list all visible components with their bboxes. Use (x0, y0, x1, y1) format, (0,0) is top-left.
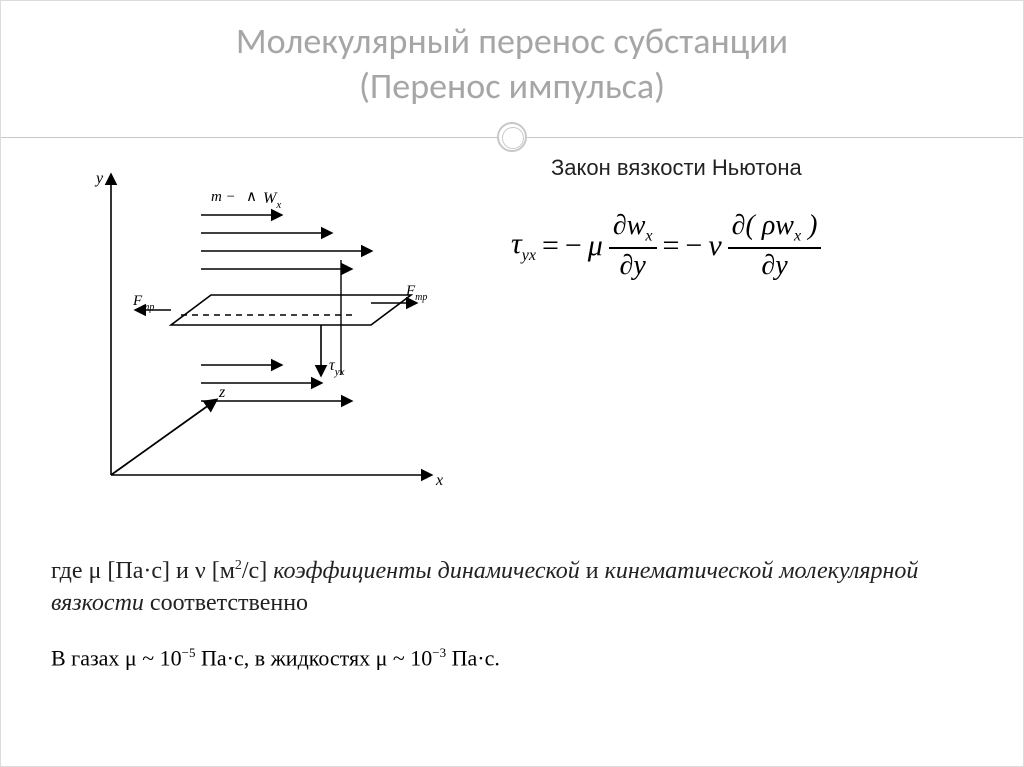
title-line-2: (Перенос импульса) (1, 64, 1023, 109)
title-line-1: Молекулярный перенос субстанции (1, 19, 1023, 64)
f-left-label: Fтр (132, 293, 154, 313)
minus-2: − (685, 229, 702, 263)
content-area: x y z m − ∧ Wx Fтр Fтр τyx Закон вязкост… (1, 155, 1023, 755)
axis-z-label: z (218, 384, 226, 401)
wedge-label: ∧ (246, 189, 257, 205)
newton-law-title: Закон вязкости Ньютона (551, 155, 981, 181)
shear-diagram: x y z m − ∧ Wx Fтр Fтр τyx (71, 165, 451, 505)
minus-1: − (565, 229, 582, 263)
equation-block: Закон вязкости Ньютона τyx = − μ ∂wx ∂y … (511, 155, 981, 280)
divider-circle (497, 122, 527, 152)
slide-title: Молекулярный перенос субстанции (Перенос… (1, 1, 1023, 119)
newton-equation: τyx = − μ ∂wx ∂y = − ν ∂( ρwx ) ∂y (511, 211, 981, 280)
nu-symbol: ν (708, 229, 721, 263)
axis-x-label: x (435, 472, 443, 489)
title-divider (1, 119, 1023, 155)
divider-circle-inner (502, 127, 524, 149)
tau-label: τyx (329, 357, 345, 378)
fraction-1: ∂wx ∂y (609, 211, 657, 280)
mu-symbol: μ (588, 229, 603, 263)
gas-liquid-line: В газах μ ~ 10−5 Па·с, в жидкостях μ ~ 1… (51, 645, 971, 671)
fraction-2: ∂( ρwx ) ∂y (728, 211, 822, 280)
m-label: m − (211, 189, 236, 205)
caption-text: где μ [Па·с] и ν [м2/с] коэффициенты дин… (51, 555, 971, 620)
equals-1: = (542, 229, 559, 263)
f-right-label: Fтр (405, 283, 427, 303)
axis-y-label: y (94, 170, 104, 187)
equals-2: = (663, 229, 680, 263)
w-label: Wx (263, 190, 281, 211)
tau-symbol: τyx (511, 227, 536, 265)
